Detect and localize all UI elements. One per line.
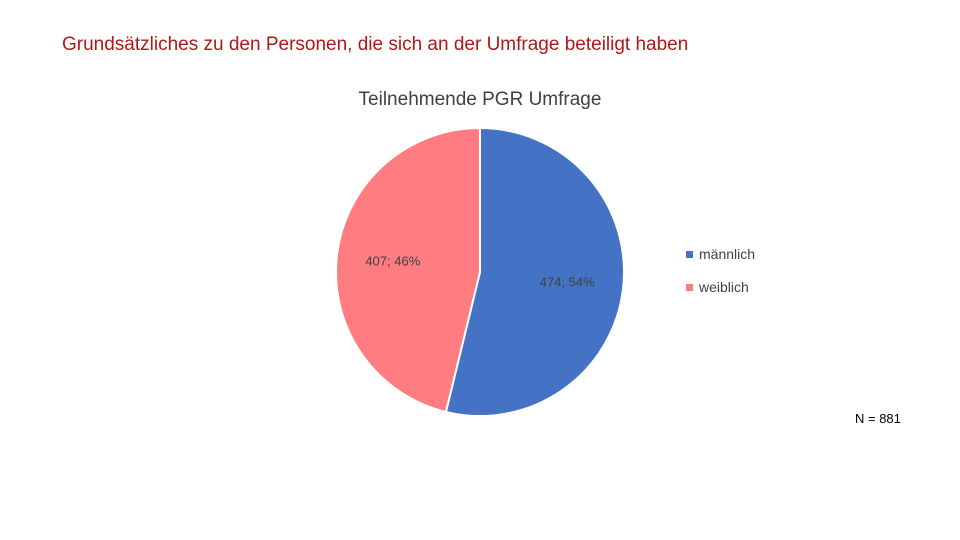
- legend-swatch-weiblich: [686, 283, 693, 291]
- data-label-weiblich: 407; 46%: [365, 254, 420, 269]
- legend-label-maennlich: männlich: [699, 246, 756, 262]
- legend-item-weiblich: weiblich: [686, 277, 755, 297]
- slide-title: Grundsätzliches zu den Personen, die sic…: [62, 34, 689, 55]
- legend-label-weiblich: weiblich: [699, 279, 749, 295]
- pie-slice-maennlich: [444, 126, 625, 417]
- pie-slice-weiblich: [335, 126, 481, 414]
- legend-item-maennlich: männlich: [686, 244, 755, 264]
- legend-swatch-maennlich: [686, 250, 693, 258]
- chart-title: Teilnehmende PGR Umfrage: [358, 89, 602, 110]
- data-label-maennlich: 474; 54%: [540, 275, 595, 290]
- sample-size-note: N = 881: [855, 411, 901, 426]
- legend: männlich weiblich: [686, 244, 755, 310]
